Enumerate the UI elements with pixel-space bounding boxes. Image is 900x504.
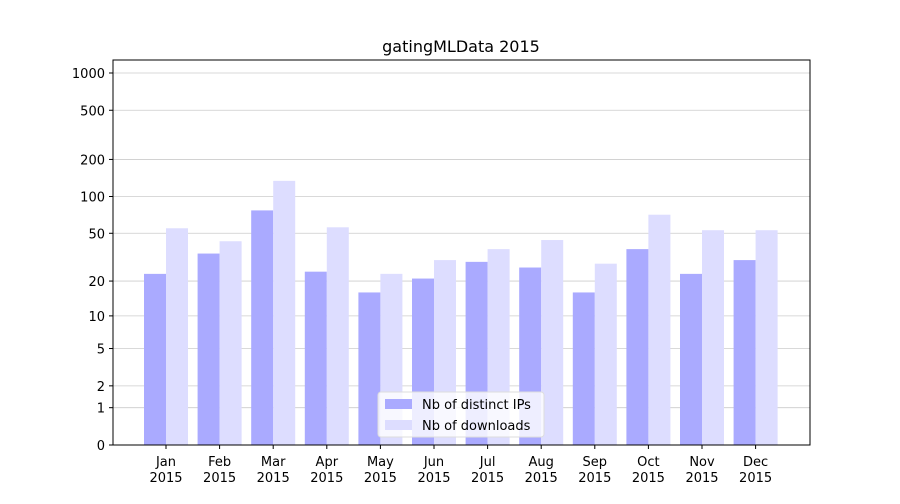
legend-box	[377, 391, 545, 438]
y-tick-label: 2	[97, 380, 105, 395]
x-tick-label: Jul 2015	[471, 455, 504, 486]
y-tick-label: 5	[97, 343, 105, 358]
bar	[358, 292, 381, 445]
x-tick-label: Mar 2015	[257, 455, 290, 486]
bar	[755, 230, 778, 445]
legend-label: Nb of downloads	[422, 419, 531, 434]
bar	[572, 292, 595, 445]
bar	[626, 249, 649, 445]
y-tick-label: 500	[80, 104, 105, 119]
legend-label: Nb of distinct IPs	[422, 398, 531, 413]
y-tick-label: 50	[88, 227, 105, 242]
bar	[541, 240, 564, 445]
y-tick-label: 10	[88, 310, 105, 325]
x-tick-label: Dec 2015	[739, 455, 772, 486]
x-tick-label: Aug 2015	[525, 455, 558, 486]
x-tick-label: Feb 2015	[203, 455, 236, 486]
bar	[251, 210, 274, 445]
axes-frame	[112, 59, 811, 446]
x-tick-label: Apr 2015	[310, 455, 343, 486]
bar	[648, 214, 671, 445]
bar	[219, 241, 242, 445]
bar	[144, 273, 166, 445]
bar	[166, 228, 188, 445]
y-tick-label: 1	[97, 402, 105, 417]
bar	[733, 260, 756, 445]
legend-swatch	[385, 399, 412, 409]
y-tick-label: 100	[80, 190, 105, 205]
bar	[594, 263, 617, 445]
chart-title: gatingMLData 2015	[382, 37, 540, 56]
x-tick-label: Jun 2015	[417, 455, 450, 486]
bar	[197, 253, 220, 445]
legend-swatch	[385, 420, 412, 430]
y-tick-label: 20	[88, 275, 105, 290]
bar	[680, 273, 702, 445]
bar	[702, 230, 724, 445]
bar	[273, 180, 296, 445]
x-tick-label: Oct 2015	[632, 455, 665, 486]
x-tick-label: Nov 2015	[685, 455, 718, 486]
bar	[326, 227, 349, 445]
bar	[304, 271, 327, 445]
y-tick-label: 200	[80, 153, 105, 168]
y-tick-label: 1000	[72, 67, 105, 82]
x-tick-label: May 2015	[364, 455, 397, 486]
x-tick-label: Sep 2015	[578, 455, 611, 486]
y-tick-label: 0	[97, 439, 105, 454]
x-tick-label: Jan 2015	[149, 455, 182, 486]
